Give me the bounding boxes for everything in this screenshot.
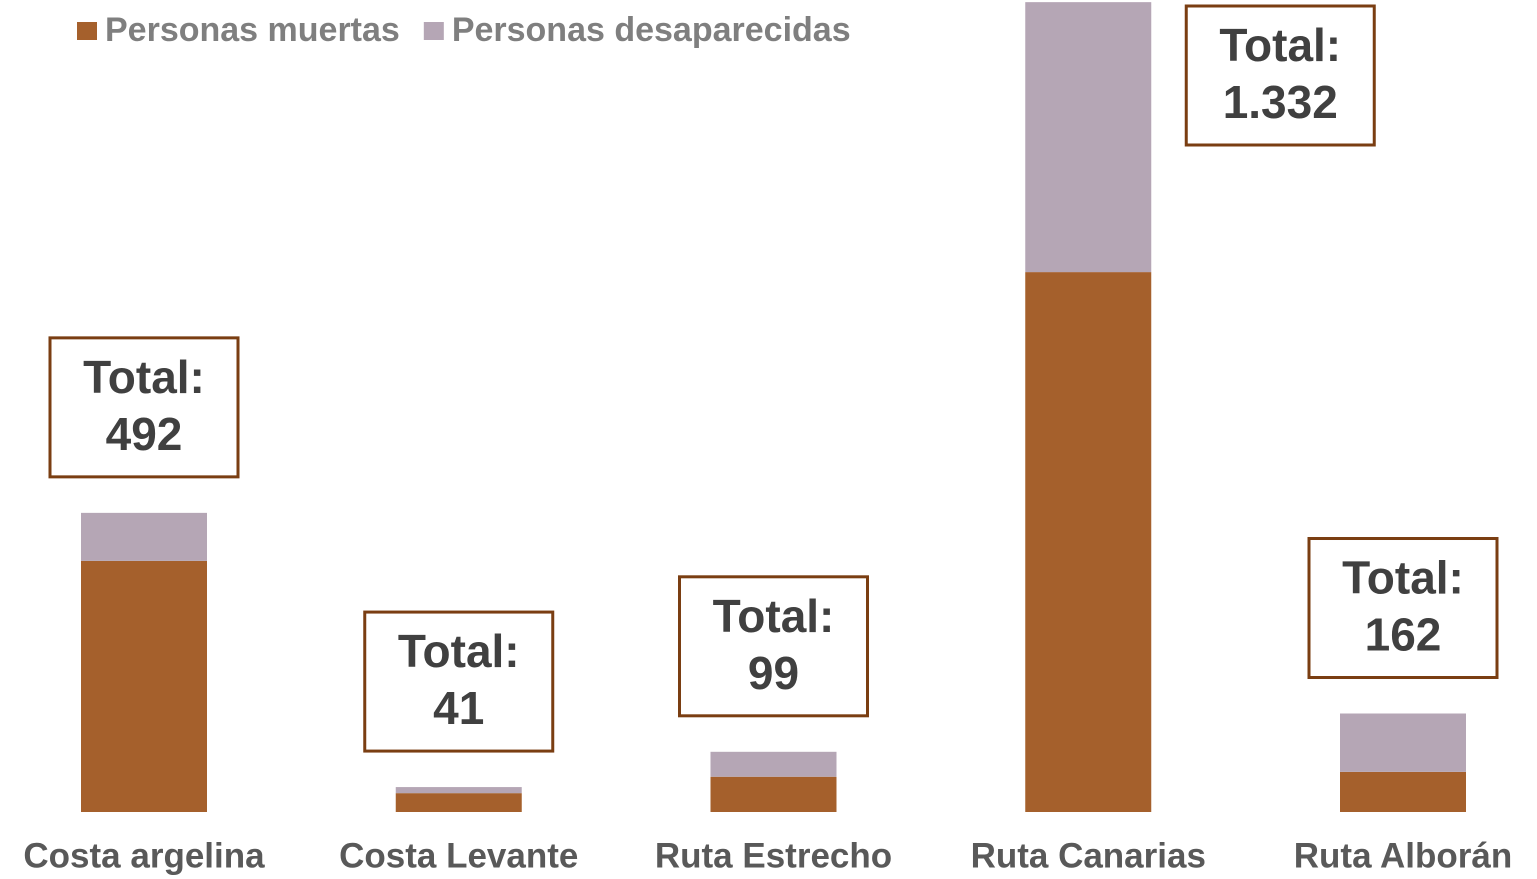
x-tick-label: Ruta Alborán — [1294, 836, 1512, 875]
total-label: 41 — [433, 682, 484, 734]
total-box — [678, 575, 869, 718]
bar-segment — [1340, 713, 1466, 772]
total-label: 99 — [748, 647, 799, 699]
bar-segment — [81, 560, 207, 812]
bar-segment — [1340, 771, 1466, 812]
bar-segment — [1025, 2, 1152, 273]
bar-segment — [1025, 272, 1152, 812]
total-box — [48, 336, 240, 479]
total-label: 492 — [106, 408, 183, 460]
bar-segment — [710, 776, 837, 812]
total-prefix: Total: — [713, 590, 835, 642]
legend-swatch — [77, 22, 97, 40]
bar-segment — [395, 793, 522, 812]
legend-label: Personas desaparecidas — [452, 11, 851, 49]
x-tick-label: Ruta Canarias — [971, 836, 1206, 875]
legend-swatch — [423, 22, 444, 40]
x-tick-label: Costa argelina — [23, 836, 265, 875]
total-box — [1307, 537, 1499, 680]
legend-label: Personas muertas — [105, 11, 400, 49]
total-prefix: Total: — [1219, 19, 1341, 71]
total-prefix: Total: — [398, 625, 520, 677]
total-box — [363, 610, 555, 753]
bar-segment — [81, 512, 207, 561]
bar-segment — [395, 787, 522, 794]
total-label: 162 — [1365, 609, 1442, 661]
total-label: 1.332 — [1223, 76, 1338, 128]
total-prefix: Total: — [83, 351, 205, 403]
total-prefix: Total: — [1342, 552, 1464, 604]
x-tick-label: Ruta Estrecho — [655, 836, 892, 875]
total-box — [1184, 4, 1376, 147]
x-tick-label: Costa Levante — [339, 836, 578, 875]
bar-segment — [710, 751, 837, 777]
